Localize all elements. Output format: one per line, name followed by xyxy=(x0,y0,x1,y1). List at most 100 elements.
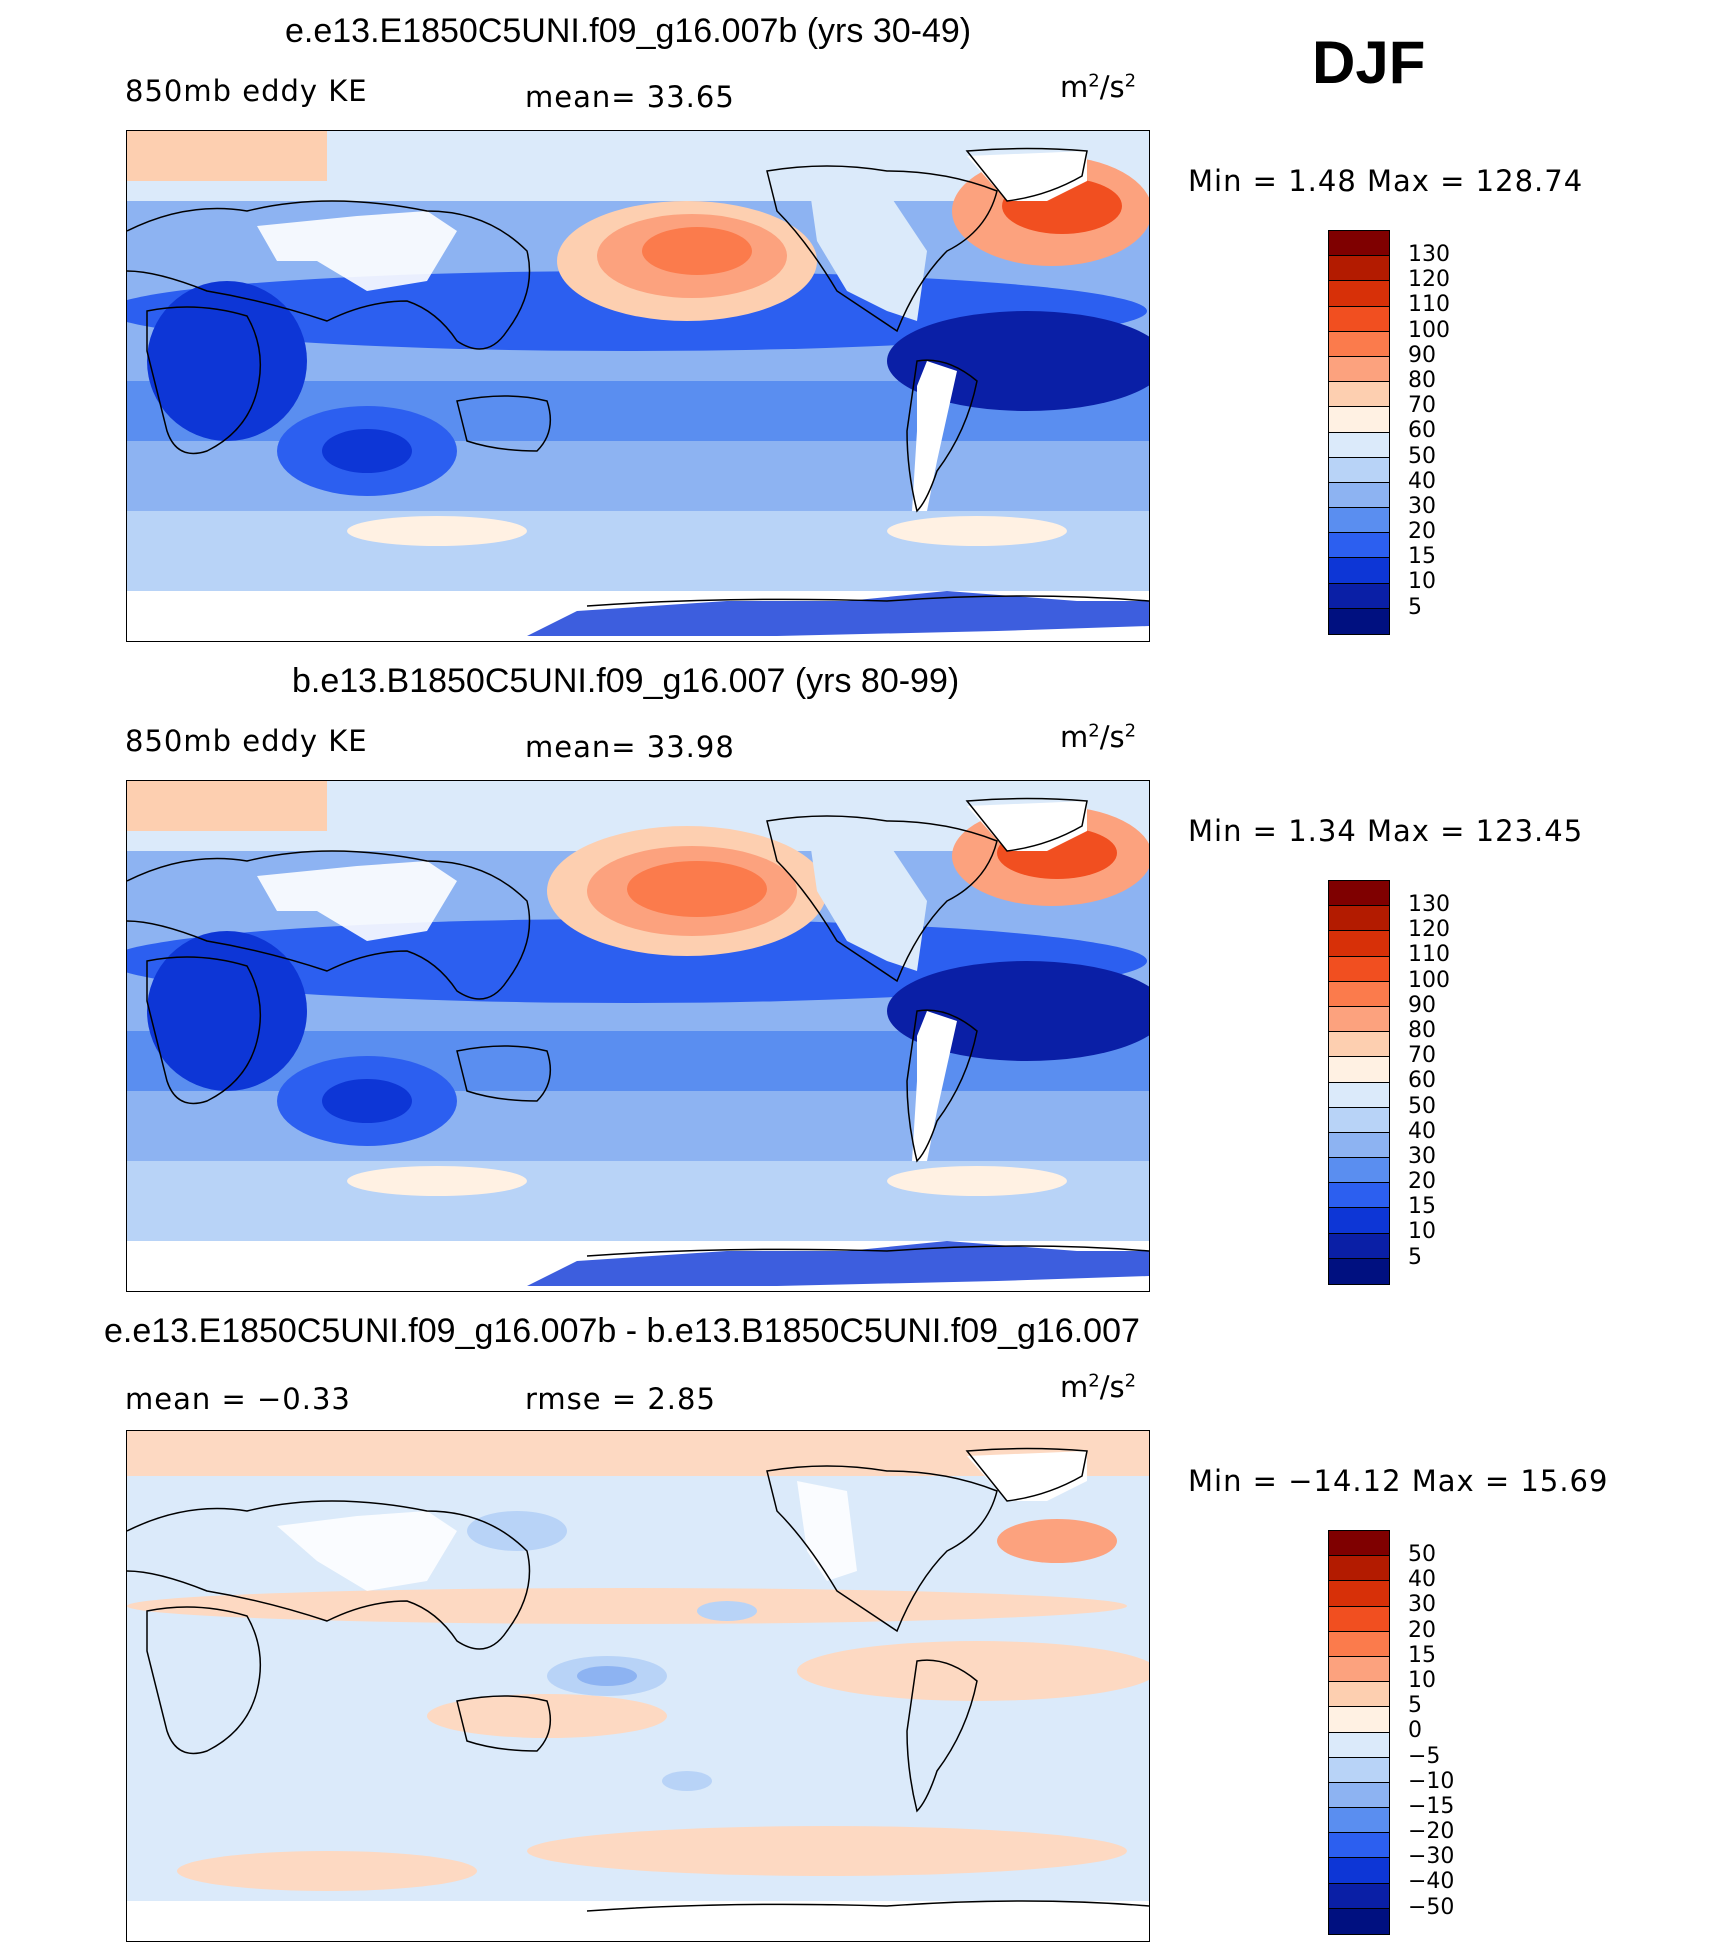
panel-3-colorbar xyxy=(1328,1530,1390,1935)
colorbar-swatch xyxy=(1329,1258,1389,1284)
colorbar-swatch xyxy=(1329,1808,1389,1834)
colorbar-label: 90 xyxy=(1408,992,1436,1018)
panel-1-minmax: Min = 1.48 Max = 128.74 xyxy=(1188,164,1584,198)
colorbar-swatch xyxy=(1329,1732,1389,1758)
colorbar-swatch xyxy=(1329,1757,1389,1783)
colorbar-label: 70 xyxy=(1408,1043,1436,1069)
colorbar-label: 60 xyxy=(1408,418,1436,444)
panel-1-map xyxy=(126,130,1150,642)
colorbar-label: 60 xyxy=(1408,1068,1436,1094)
colorbar-label: −5 xyxy=(1408,1743,1441,1769)
colorbar-swatch xyxy=(1329,1208,1389,1234)
colorbar-label: 10 xyxy=(1408,1667,1436,1693)
colorbar-swatch xyxy=(1329,931,1389,957)
colorbar-swatch xyxy=(1329,1556,1389,1582)
panel-3-title: e.e13.E1850C5UNI.f09_g16.007b - b.e13.B1… xyxy=(104,1312,1140,1350)
colorbar-swatch xyxy=(1329,981,1389,1007)
panel-3-map xyxy=(126,1430,1150,1942)
colorbar-swatch xyxy=(1329,1233,1389,1259)
colorbar-label: 10 xyxy=(1408,569,1436,595)
colorbar-label: 15 xyxy=(1408,544,1436,570)
colorbar-label: 5 xyxy=(1408,1693,1422,1719)
colorbar-label: 5 xyxy=(1408,594,1422,620)
colorbar-label: 50 xyxy=(1408,1093,1436,1119)
colorbar-label: 30 xyxy=(1408,493,1436,519)
season-label: DJF xyxy=(1312,29,1426,96)
colorbar-label: 40 xyxy=(1408,1118,1436,1144)
colorbar-label: 40 xyxy=(1408,468,1436,494)
panel-2-title: b.e13.B1850C5UNI.f09_g16.007 (yrs 80-99) xyxy=(292,662,960,700)
colorbar-label: −15 xyxy=(1408,1793,1455,1819)
colorbar-swatch xyxy=(1329,1656,1389,1683)
colorbar-swatch xyxy=(1329,533,1389,559)
panel-2-map xyxy=(126,780,1150,1292)
colorbar-swatch xyxy=(1329,1782,1389,1809)
colorbar-label: 90 xyxy=(1408,342,1436,368)
panel-1-units: m2/s2 xyxy=(1060,70,1137,104)
panel-1-title: e.e13.E1850C5UNI.f09_g16.007b (yrs 30-49… xyxy=(285,12,972,50)
panel-3-colorbar-labels: 50 40 30 20 15 10 5 0 −5 −10 −15 −20 −30… xyxy=(1408,1542,1454,1920)
colorbar-swatch xyxy=(1329,1883,1389,1909)
colorbar-swatch xyxy=(1329,382,1389,408)
colorbar-label: 10 xyxy=(1408,1219,1436,1245)
colorbar-swatch xyxy=(1329,256,1389,282)
panel-2-colorbar xyxy=(1328,880,1390,1285)
colorbar-swatch xyxy=(1329,331,1389,357)
colorbar-swatch xyxy=(1329,881,1389,907)
colorbar-swatch xyxy=(1329,356,1389,383)
colorbar-swatch xyxy=(1329,1606,1389,1632)
colorbar-swatch xyxy=(1329,1006,1389,1033)
colorbar-swatch xyxy=(1329,306,1389,332)
panel-2-units: m2/s2 xyxy=(1060,720,1137,754)
colorbar-swatch xyxy=(1329,1581,1389,1607)
colorbar-label: 5 xyxy=(1408,1244,1422,1270)
colorbar-label: 80 xyxy=(1408,367,1436,393)
colorbar-swatch xyxy=(1329,407,1389,433)
colorbar-swatch xyxy=(1329,1082,1389,1108)
panel-1-mean-label: mean= 33.65 xyxy=(525,80,735,114)
colorbar-swatch xyxy=(1329,432,1389,458)
colorbar-swatch xyxy=(1329,457,1389,483)
colorbar-swatch xyxy=(1329,1833,1389,1859)
panel-3-mean-label: mean = −0.33 xyxy=(125,1382,351,1416)
panel-2-left-label: 850mb eddy KE xyxy=(125,724,368,758)
panel-1-colorbar xyxy=(1328,230,1390,635)
panel-1-colorbar-labels: 130 120 110 100 90 80 70 60 50 40 30 20 … xyxy=(1408,242,1450,620)
colorbar-label: 20 xyxy=(1408,519,1436,545)
colorbar-label: 70 xyxy=(1408,393,1436,419)
colorbar-swatch xyxy=(1329,1631,1389,1657)
colorbar-label: 130 xyxy=(1408,892,1450,917)
colorbar-swatch xyxy=(1329,1707,1389,1733)
colorbar-label: 30 xyxy=(1408,1592,1436,1618)
colorbar-swatch xyxy=(1329,508,1389,534)
colorbar-label: 30 xyxy=(1408,1143,1436,1169)
colorbar-swatch xyxy=(1329,1682,1389,1708)
colorbar-label: 50 xyxy=(1408,443,1436,469)
colorbar-swatch xyxy=(1329,1908,1389,1934)
colorbar-label: 130 xyxy=(1408,242,1450,267)
colorbar-swatch xyxy=(1329,1032,1389,1058)
colorbar-label: −10 xyxy=(1408,1768,1455,1794)
colorbar-label: 0 xyxy=(1408,1718,1422,1744)
panel-3-minmax: Min = −14.12 Max = 15.69 xyxy=(1188,1464,1609,1498)
colorbar-label: 20 xyxy=(1408,1169,1436,1195)
colorbar-swatch xyxy=(1329,1531,1389,1557)
colorbar-label: −20 xyxy=(1408,1819,1455,1845)
colorbar-label: 100 xyxy=(1408,967,1450,993)
colorbar-label: 50 xyxy=(1408,1542,1436,1567)
colorbar-label: 110 xyxy=(1408,292,1450,318)
colorbar-label: −40 xyxy=(1408,1869,1455,1895)
panel-1-left-label: 850mb eddy KE xyxy=(125,74,368,108)
colorbar-swatch xyxy=(1329,1107,1389,1133)
colorbar-label: 100 xyxy=(1408,317,1450,343)
colorbar-label: −50 xyxy=(1408,1894,1455,1920)
colorbar-label: 120 xyxy=(1408,917,1450,943)
panel-3-rmse-label: rmse = 2.85 xyxy=(525,1382,716,1416)
colorbar-swatch xyxy=(1329,1858,1389,1884)
colorbar-swatch xyxy=(1329,956,1389,982)
colorbar-swatch xyxy=(1329,906,1389,932)
colorbar-swatch xyxy=(1329,281,1389,307)
colorbar-label: 80 xyxy=(1408,1017,1436,1043)
colorbar-swatch xyxy=(1329,583,1389,609)
colorbar-swatch xyxy=(1329,231,1389,257)
